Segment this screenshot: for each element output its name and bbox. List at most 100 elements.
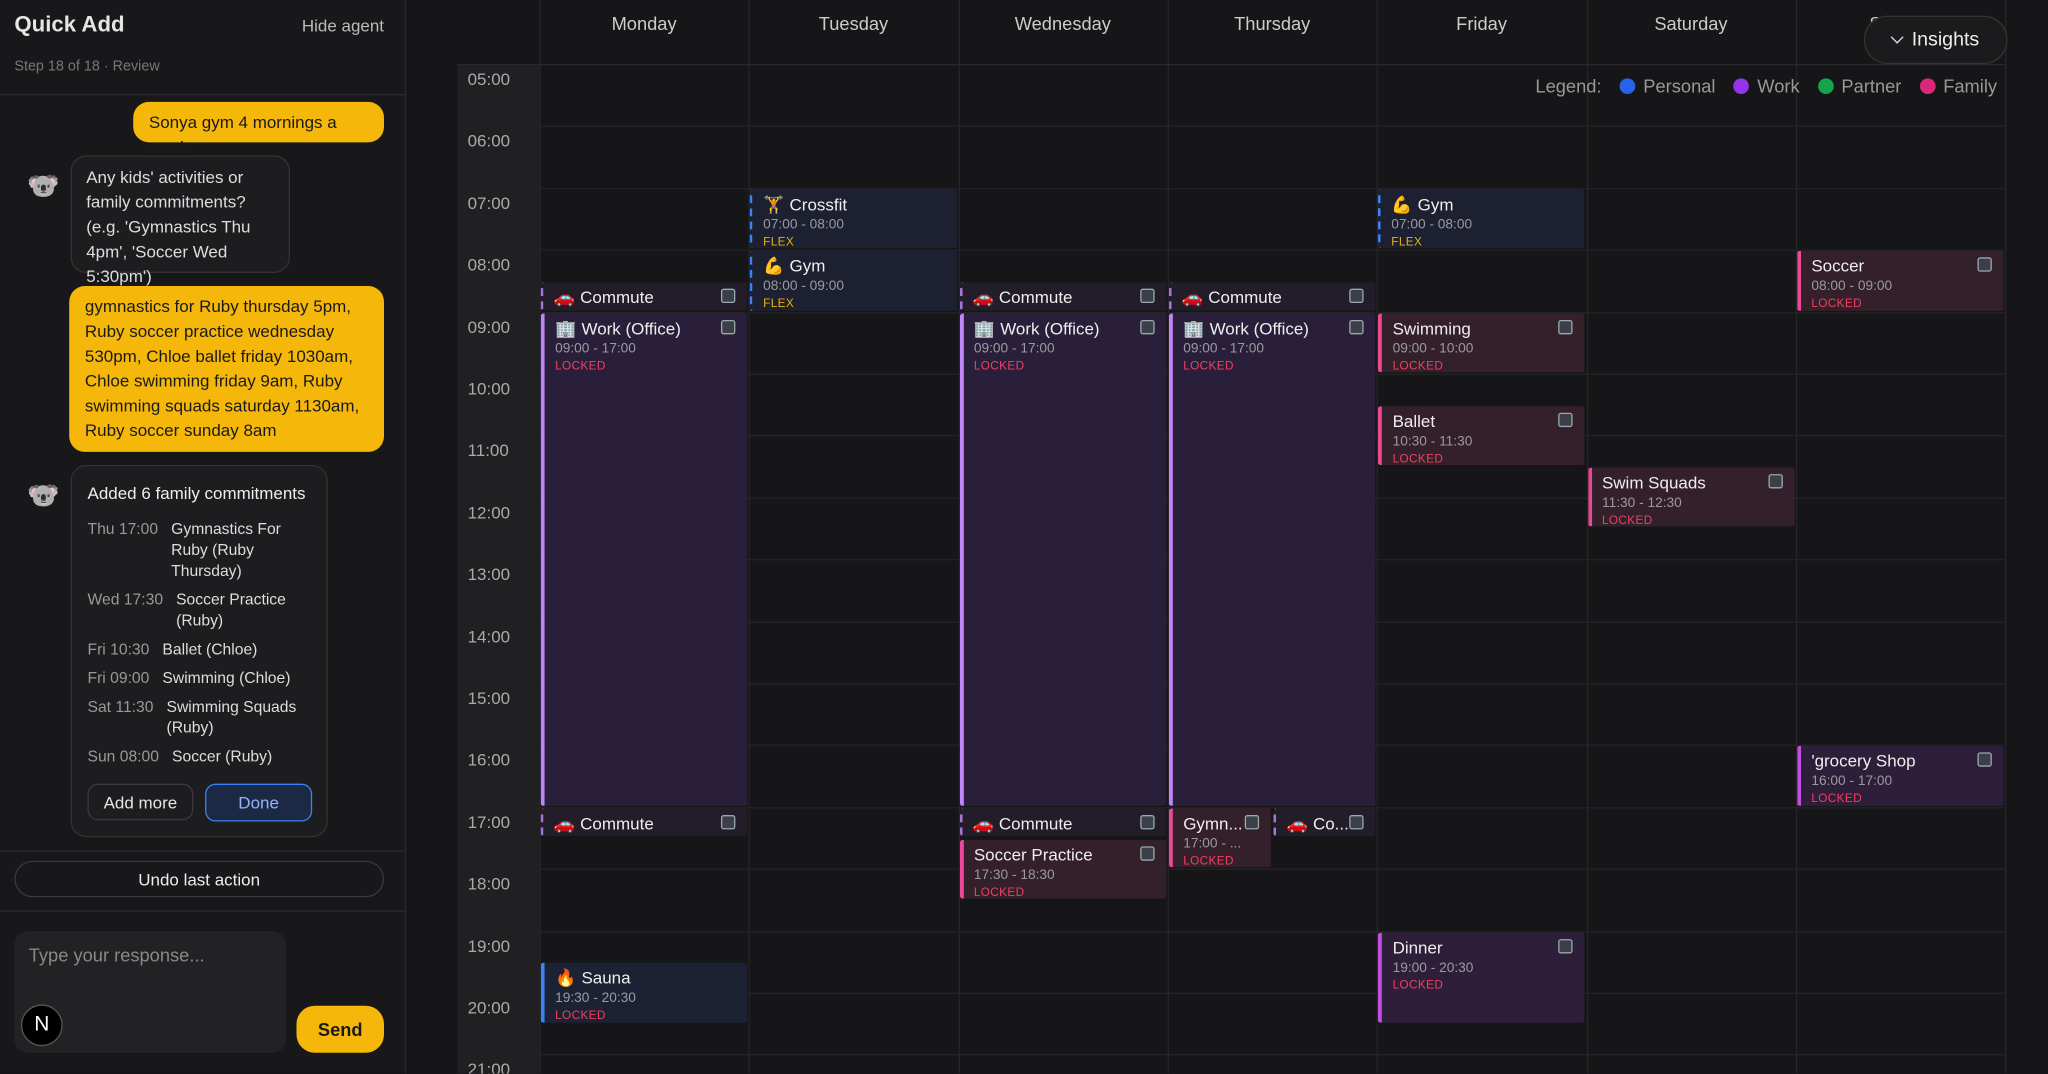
hour-label: 16:00 <box>467 750 511 770</box>
event-title: Work (Office) <box>1209 318 1309 338</box>
event[interactable]: 🚗 Co... <box>1273 808 1376 837</box>
legend-name: Family <box>1943 75 1998 97</box>
send-button[interactable]: Send <box>296 1005 384 1053</box>
event[interactable]: 🏢 Work (Office) 09:00 - 17:00 LOCKED <box>1168 312 1376 806</box>
event-time: 11:30 - 12:30 <box>1601 495 1682 511</box>
event[interactable]: 🚗 Commute <box>540 281 748 311</box>
hour-label: 18:00 <box>467 874 511 894</box>
event-time: 09:00 - 17:00 <box>1183 340 1265 357</box>
lock-icon <box>1140 814 1155 830</box>
hour-line <box>539 1054 2005 1056</box>
event[interactable]: Gymn... 17:00 - ... LOCKED <box>1168 808 1271 868</box>
event-status: LOCKED <box>1601 513 1653 527</box>
event-status: FLEX <box>1391 234 1423 248</box>
done-button[interactable]: Done <box>205 783 313 822</box>
lock-icon <box>1977 257 1992 272</box>
event[interactable]: 🏢 Work (Office) 09:00 - 17:00 LOCKED <box>959 312 1167 806</box>
time-column <box>457 63 540 1074</box>
event-status: LOCKED <box>1811 296 1863 310</box>
legend-name: Partner <box>1841 75 1902 97</box>
input-placeholder: Type your response... <box>28 944 205 966</box>
event-title: Gymn... <box>1183 813 1243 834</box>
hour-label: 08:00 <box>467 254 511 275</box>
legend-item: Work <box>1733 76 1800 97</box>
event[interactable]: 🚗 Commute <box>959 808 1167 837</box>
hour-line <box>539 187 2005 190</box>
event-time: 17:00 - ... <box>1183 835 1242 852</box>
divider <box>0 94 405 96</box>
event[interactable]: Dinner 19:00 - 20:30 LOCKED <box>1378 932 1585 1023</box>
event[interactable]: Ballet 10:30 - 11:30 LOCKED <box>1378 405 1585 466</box>
event-title-row: 🏢 Work (Office) <box>1183 317 1365 339</box>
hour-label: 21:00 <box>467 1059 511 1074</box>
event-icon: 💪 <box>763 256 785 276</box>
event-time: 19:00 - 20:30 <box>1392 959 1474 976</box>
event-title-row: Dinner <box>1393 936 1575 958</box>
event-title: Gym <box>789 256 826 276</box>
user-message: Sonya gym 4 mornings a week <box>133 101 384 157</box>
event[interactable]: 🚗 Commute <box>959 281 1167 311</box>
commitment-item: Fri 10:30 Ballet (Chloe) <box>88 639 311 660</box>
event[interactable]: Soccer 08:00 - 09:00 LOCKED <box>1796 251 2004 311</box>
event-title-row: Swim Squads <box>1602 472 1784 494</box>
event-status: LOCKED <box>973 358 1025 372</box>
event[interactable]: Swimming 09:00 - 10:00 LOCKED <box>1378 312 1585 373</box>
hour-line <box>539 992 2005 994</box>
commitment-item: Wed 17:30 Soccer Practice (Ruby) <box>88 589 311 631</box>
event[interactable]: 🚗 Commute <box>540 808 748 837</box>
event[interactable]: 🏋 Crossfit 07:00 - 08:00 FLEX <box>750 189 957 249</box>
event[interactable]: 💪 Gym 07:00 - 08:00 FLEX <box>1378 189 1585 249</box>
commitment-item: Fri 09:00 Swimming (Chloe) <box>88 667 311 688</box>
event-status: LOCKED <box>1183 358 1234 372</box>
event-title-row: Swimming <box>1393 317 1575 339</box>
header-line <box>457 63 2005 66</box>
hide-agent-button[interactable]: Hide agent <box>301 15 384 36</box>
event-title: Crossfit <box>789 194 848 214</box>
commitment-item: Sat 11:30 Swimming Squads (Ruby) <box>88 696 311 738</box>
user-avatar: N <box>20 1004 63 1047</box>
insights-button[interactable]: Insights <box>1863 15 2008 64</box>
event-title: Soccer <box>1811 256 1865 276</box>
hour-line <box>539 806 2005 809</box>
divider <box>0 910 405 912</box>
item-what: Swimming (Chloe) <box>162 668 291 688</box>
day-header: Saturday <box>1654 13 1728 34</box>
event-title: Gym <box>1417 194 1454 214</box>
event[interactable]: 🔥 Sauna 19:30 - 20:30 LOCKED <box>540 962 748 1023</box>
event-title-row: Ballet <box>1393 410 1575 432</box>
item-what: Gymnastics For Ruby (Ruby Thursday) <box>171 519 281 580</box>
event-time: 09:00 - 17:00 <box>555 340 636 357</box>
event[interactable]: Soccer Practice 17:30 - 18:30 LOCKED <box>959 839 1167 899</box>
item-when: Sun 08:00 <box>87 747 159 766</box>
event[interactable]: 🏢 Work (Office) 09:00 - 17:00 LOCKED <box>540 312 748 806</box>
legend-dot <box>1919 78 1936 95</box>
event-title-row: 🚗 Commute <box>554 812 737 834</box>
event-status: LOCKED <box>1392 977 1444 991</box>
event-status: FLEX <box>763 234 795 248</box>
event-icon: 🏢 <box>1183 318 1205 338</box>
add-more-button[interactable]: Add more <box>87 783 194 821</box>
event[interactable]: 💪 Gym 08:00 - 09:00 FLEX <box>750 251 957 311</box>
legend-name: Personal <box>1643 75 1716 97</box>
event[interactable]: 'grocery Shop 16:00 - 17:00 LOCKED <box>1796 746 2004 806</box>
item-when: Fri 10:30 <box>87 639 150 659</box>
lock-icon <box>1349 814 1364 830</box>
step-indicator: Step 18 of 18 · Review <box>14 58 160 75</box>
item-when: Wed 17:30 <box>87 590 164 609</box>
sidebar: Quick Add Hide agent Step 18 of 18 · Rev… <box>0 0 407 1074</box>
hour-label: 09:00 <box>467 316 511 337</box>
hour-line <box>539 311 2005 313</box>
event[interactable]: Swim Squads 11:30 - 12:30 LOCKED <box>1587 467 1795 527</box>
event-title: Co... <box>1312 813 1349 834</box>
undo-button[interactable]: Undo last action <box>14 860 384 898</box>
lock-icon <box>1140 319 1155 334</box>
event-icon: 🚗 <box>1181 287 1204 307</box>
event[interactable]: 🚗 Commute <box>1168 281 1376 311</box>
event-time: 07:00 - 08:00 <box>763 216 844 233</box>
agent-avatar: 🐨 <box>27 481 60 511</box>
item-when: Sat 11:30 <box>87 697 154 716</box>
event-time: 09:00 - 10:00 <box>1392 340 1474 357</box>
hour-label: 19:00 <box>467 935 511 956</box>
event-icon: 🏋 <box>763 194 785 214</box>
lock-icon <box>1558 938 1574 953</box>
